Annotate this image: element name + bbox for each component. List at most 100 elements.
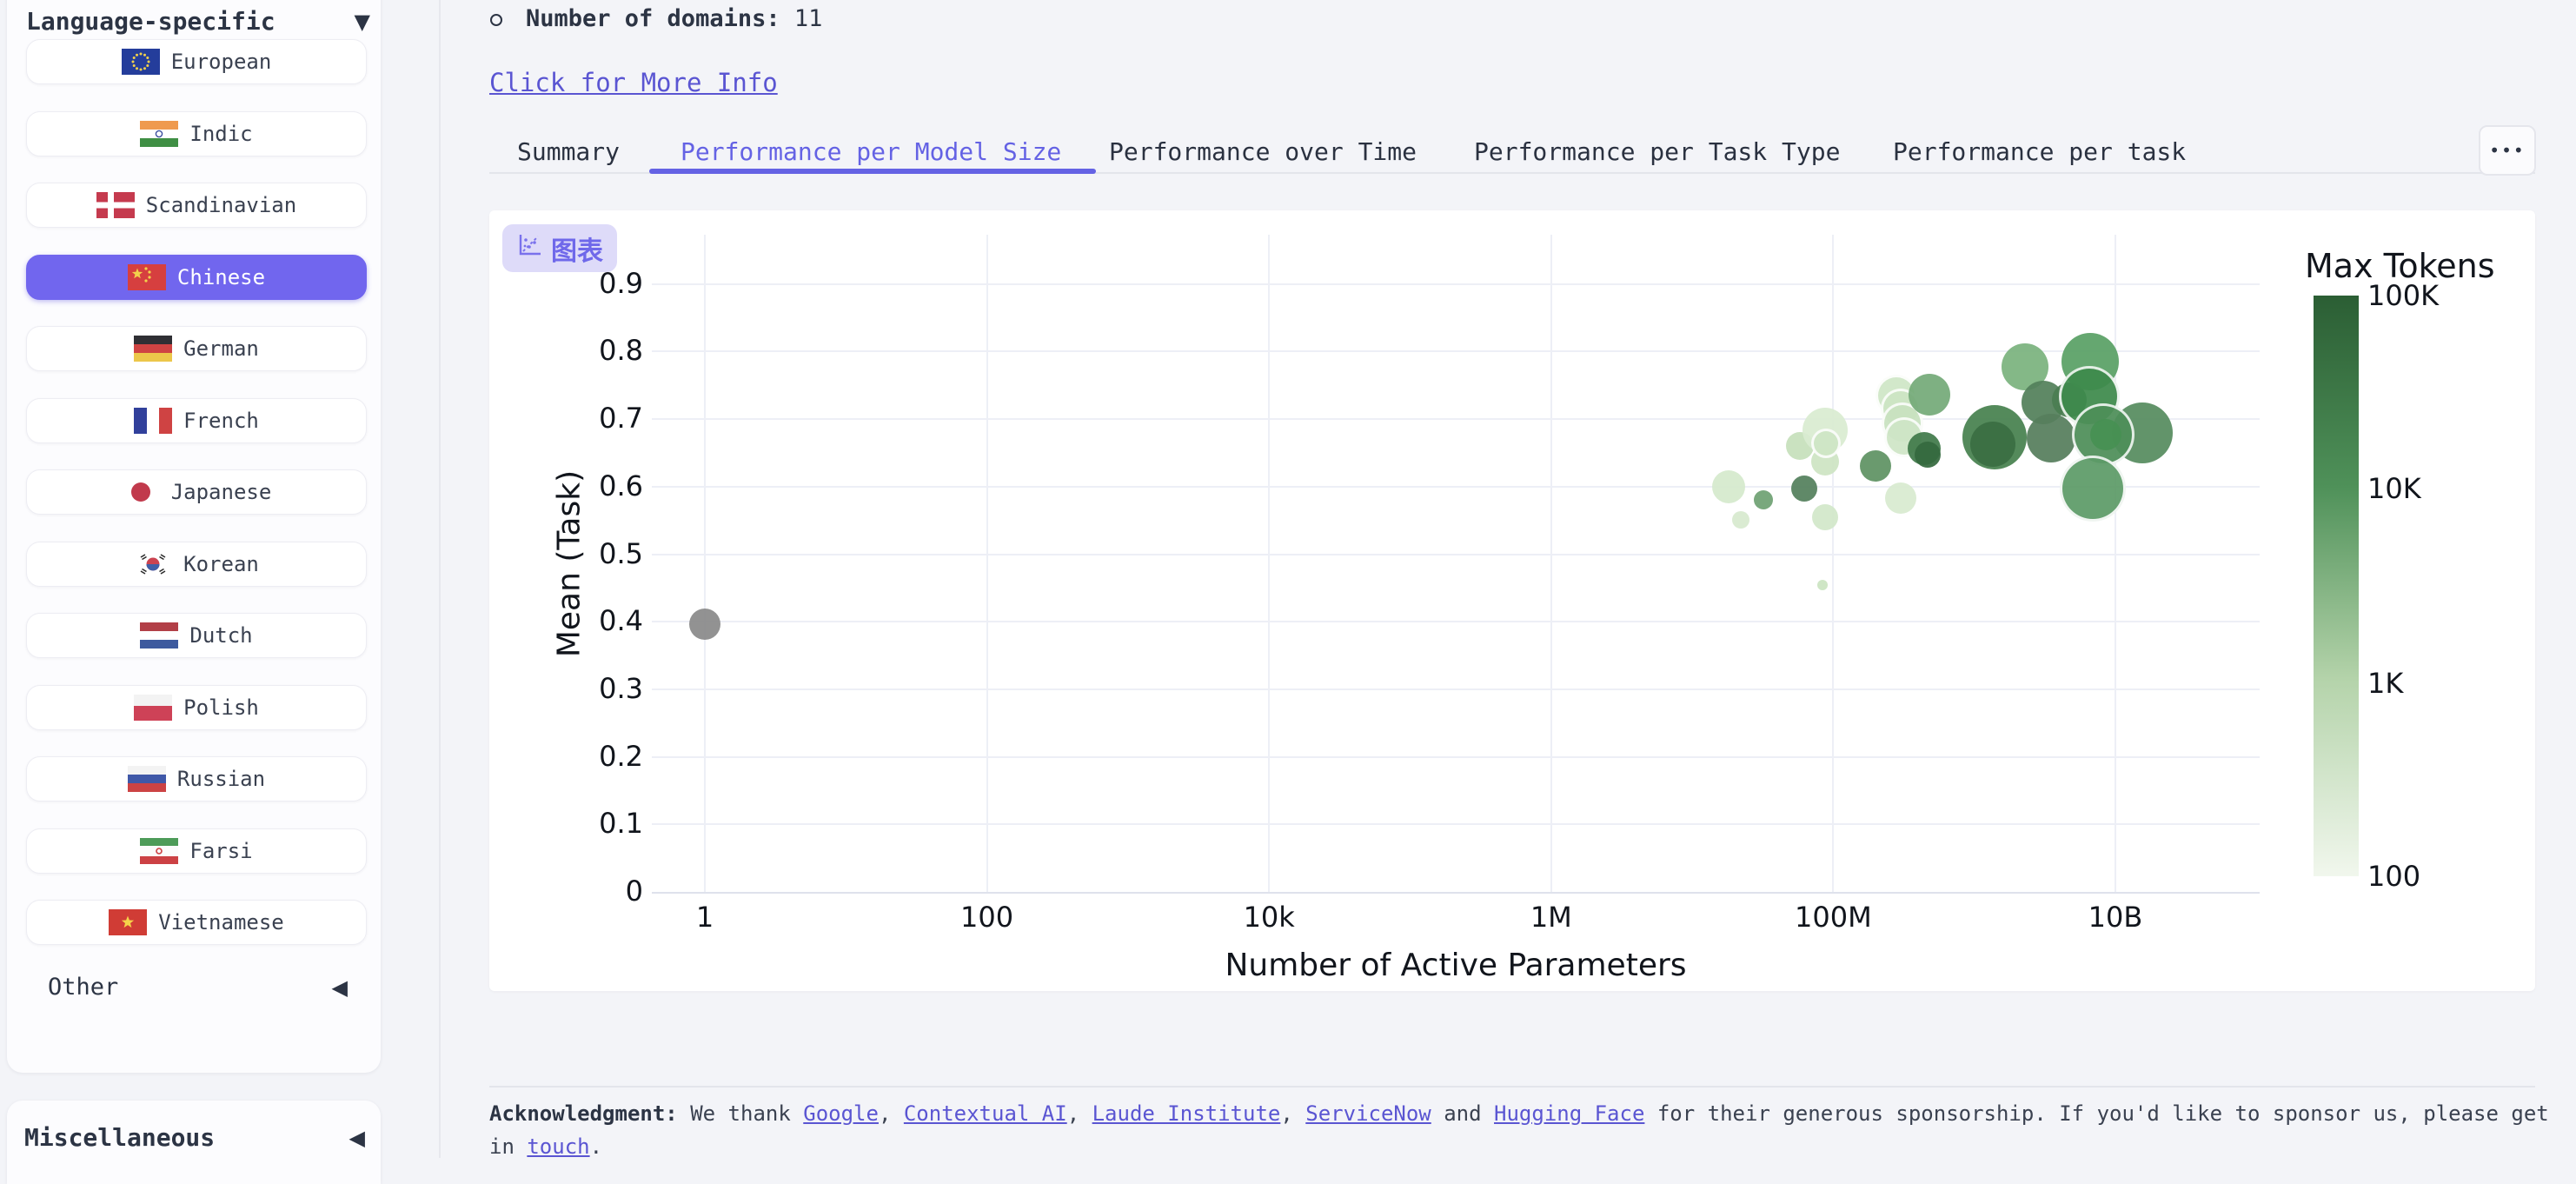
x-tick-label: 10B: [2088, 901, 2143, 934]
chevron-down-icon[interactable]: ▼: [354, 9, 370, 34]
sidebar-item-vietnamese[interactable]: Vietnamese: [26, 900, 367, 945]
more-info-link[interactable]: Click for More Info: [489, 68, 778, 97]
sidebar-item-japanese[interactable]: Japanese: [26, 469, 367, 515]
y-tick-label: 0.3: [599, 671, 643, 705]
sidebar-item-dutch[interactable]: Dutch: [26, 613, 367, 658]
y-tick-label: 0.5: [599, 536, 643, 570]
sidebar-item-label: European: [170, 50, 272, 74]
chevron-left-icon[interactable]: ◀: [331, 974, 348, 1000]
data-point[interactable]: [1790, 476, 1817, 502]
domains-count-line: Number of domains: 11: [526, 5, 822, 32]
data-point[interactable]: [1915, 442, 1942, 469]
link-contextual-ai[interactable]: Contextual AI: [903, 1101, 1067, 1126]
x-axis-line: [652, 892, 2260, 894]
sidebar-item-korean[interactable]: Korean: [26, 542, 367, 587]
link-touch[interactable]: touch: [527, 1134, 590, 1159]
sidebar-item-label: Korean: [183, 552, 259, 576]
x-tick-label: 1M: [1530, 901, 1572, 934]
in-flag-icon: [140, 121, 179, 147]
data-point[interactable]: [2089, 418, 2121, 450]
link-laude-institute[interactable]: Laude Institute: [1092, 1101, 1281, 1126]
data-point[interactable]: [1908, 374, 1950, 416]
acknowledgment-text: Acknowledgment: We thank Google, Context…: [489, 1097, 2566, 1163]
data-point[interactable]: [1754, 490, 1774, 510]
gridline-y: [652, 418, 2260, 421]
data-point[interactable]: [1969, 421, 2015, 467]
pl-flag-icon: [134, 695, 173, 721]
cn-flag-icon: [127, 264, 166, 290]
acknowledgment-segment: ,: [1066, 1101, 1092, 1126]
acknowledgment-segment: for their generous sponsorship. If you'd…: [489, 1101, 2549, 1159]
link-servicenow[interactable]: ServiceNow: [1305, 1101, 1431, 1126]
sidebar-item-scandinavian[interactable]: Scandinavian: [26, 183, 367, 228]
link-google[interactable]: Google: [803, 1101, 879, 1126]
data-point[interactable]: [1860, 449, 1892, 482]
tab-performance-per-task[interactable]: Performance per task: [1893, 137, 2187, 166]
gridline-y: [652, 823, 2260, 826]
chart-card: [489, 210, 2535, 991]
gridline-x: [986, 235, 988, 892]
legend-label-100: 100: [2367, 860, 2421, 893]
legend-label-100k: 100K: [2367, 279, 2440, 312]
y-tick-label: 0.4: [599, 604, 643, 638]
sidebar-item-label: Scandinavian: [145, 193, 297, 217]
gridline-y: [652, 755, 2260, 758]
sidebar-item-label: French: [183, 409, 259, 433]
data-point[interactable]: [2027, 413, 2075, 462]
data-point[interactable]: [1711, 469, 1745, 503]
sidebar-item-indic[interactable]: Indic: [26, 111, 367, 156]
scatter-chart-icon: [516, 232, 542, 265]
ir-flag-icon: [140, 838, 179, 864]
sidebar-item-russian[interactable]: Russian: [26, 756, 367, 802]
sidebar-item-european[interactable]: European: [26, 39, 367, 84]
acknowledgment-label: Acknowledgment:: [489, 1101, 678, 1126]
sidebar-divider: [439, 0, 441, 1158]
section-label: Other: [48, 974, 119, 1001]
ellipsis-icon: •••: [2489, 140, 2526, 161]
sidebar-item-german[interactable]: German: [26, 326, 367, 371]
acknowledgment-segment: .: [589, 1134, 603, 1159]
link-hugging-face[interactable]: Hugging Face: [1494, 1101, 1645, 1126]
sidebar-section-miscellaneous[interactable]: Miscellaneous ◀: [24, 1123, 365, 1152]
data-point[interactable]: [1811, 429, 1842, 459]
data-point[interactable]: [689, 609, 720, 641]
y-tick-label: 0.9: [599, 266, 643, 300]
chart-type-button[interactable]: 图表: [502, 224, 617, 272]
sidebar-item-polish[interactable]: Polish: [26, 685, 367, 730]
more-tabs-button[interactable]: •••: [2479, 125, 2536, 176]
sidebar-section-other[interactable]: Other ◀: [48, 974, 348, 1001]
tab-performance-per-model-size[interactable]: Performance per Model Size: [681, 137, 1062, 166]
section-label: Miscellaneous: [24, 1123, 216, 1152]
sidebar-item-french[interactable]: French: [26, 398, 367, 443]
y-tick-label: 0.8: [599, 334, 643, 368]
sidebar-item-farsi[interactable]: Farsi: [26, 828, 367, 874]
y-tick-label: 0: [625, 875, 643, 908]
de-flag-icon: [134, 336, 173, 362]
tab-performance-over-time[interactable]: Performance over Time: [1109, 137, 1417, 166]
gridline-x: [1832, 235, 1835, 892]
x-tick-label: 100M: [1795, 901, 1872, 934]
nl-flag-icon: [140, 622, 179, 649]
legend-title: Max Tokens: [2305, 247, 2495, 285]
eu-flag-icon: [121, 49, 160, 75]
gridline-x: [704, 235, 706, 892]
data-point[interactable]: [1731, 510, 1749, 529]
data-point[interactable]: [1884, 482, 1916, 514]
tab-summary[interactable]: Summary: [517, 137, 621, 166]
data-point[interactable]: [1817, 580, 1829, 591]
dk-flag-icon: [96, 192, 135, 218]
gridline-x: [1550, 235, 1552, 892]
sidebar-item-chinese[interactable]: Chinese: [26, 255, 367, 300]
sidebar-section-language-specific[interactable]: Language-specific ▼: [26, 7, 370, 36]
gridline-y: [652, 553, 2260, 555]
data-point[interactable]: [1811, 503, 1838, 530]
tab-performance-per-task-type[interactable]: Performance per Task Type: [1474, 137, 1841, 166]
data-point[interactable]: [2059, 456, 2126, 522]
y-axis-title: Mean (Task): [551, 469, 588, 658]
sidebar-item-label: Vietnamese: [158, 910, 284, 935]
chevron-left-icon[interactable]: ◀: [349, 1125, 365, 1150]
acknowledgment-segment: ,: [878, 1101, 904, 1126]
sidebar-item-label: Dutch: [189, 623, 253, 648]
gridline-x: [1268, 235, 1271, 892]
sidebar-item-label: Polish: [183, 695, 259, 720]
